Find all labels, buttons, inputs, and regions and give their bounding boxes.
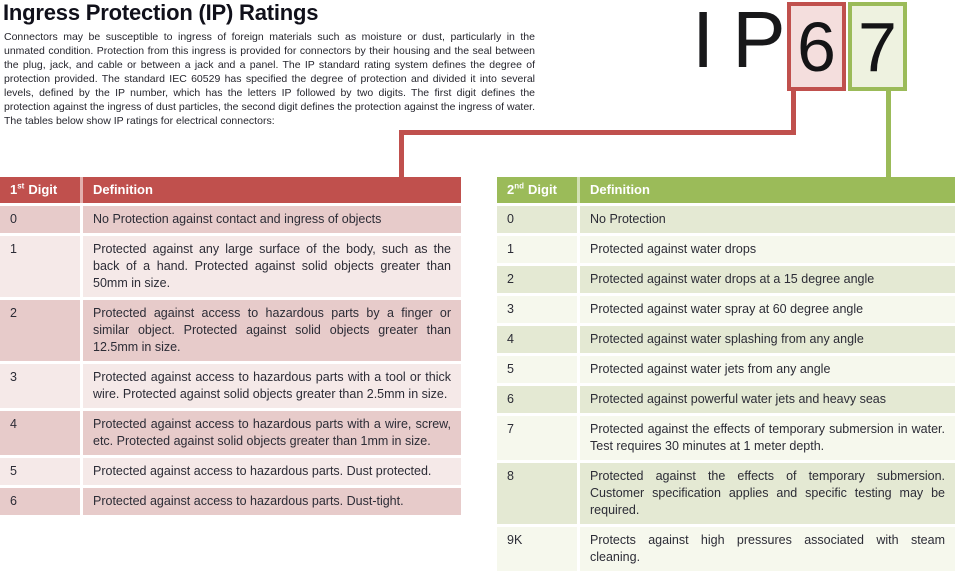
ip-prefix-text: IP [692, 0, 804, 84]
table-row: 4 Protected against access to hazardous p… [0, 411, 461, 455]
table-row: 2 Protected against water drops at a 15 d… [497, 266, 955, 293]
first-digit-value: 6 [797, 7, 836, 86]
definition-cell: Protected against the effects of tempora… [580, 463, 955, 524]
definition-cell: Protected against powerful water jets an… [580, 386, 955, 413]
second-digit-value: 7 [858, 7, 897, 86]
header-digit-word: Digit [528, 182, 557, 197]
second-definition-header-cell: Definition [580, 177, 955, 203]
digit-cell: 7 [497, 416, 580, 460]
header-digit-suffix: st [17, 181, 25, 191]
table-row: 1 Protected against any large surface of … [0, 236, 461, 297]
digit-cell: 3 [0, 364, 83, 408]
digit-cell: 2 [0, 300, 83, 361]
definition-cell: Protects against high pressures associat… [580, 527, 955, 571]
second-digit-table: 2nd Digit Definition 0 No Protection 1 Prot… [497, 174, 955, 574]
definition-cell: No Protection against contact and ingres… [83, 206, 461, 233]
header-digit-number: 2 [507, 182, 515, 197]
digit-cell: 1 [0, 236, 83, 297]
digit-cell: 5 [497, 356, 580, 383]
table-row: 8 Protected against the effects of tempor… [497, 463, 955, 524]
digit-cell: 3 [497, 296, 580, 323]
red-connector-line-vertical-bottom [399, 130, 404, 177]
second-digit-header-cell: 2nd Digit [497, 177, 580, 203]
table-row: 6 Protected against powerful water jets a… [497, 386, 955, 413]
table-row: 0 No Protection against contact and ingre… [0, 206, 461, 233]
first-digit-header-cell: 1st Digit [0, 177, 83, 203]
definition-cell: Protected against access to hazardous pa… [83, 300, 461, 361]
second-digit-box: 7 [848, 2, 907, 91]
definition-cell: Protected against water spray at 60 degr… [580, 296, 955, 323]
digit-cell: 6 [0, 488, 83, 515]
table-row: 7 Protected against the effects of tempor… [497, 416, 955, 460]
header-digit-suffix: nd [514, 181, 525, 191]
table-row: 5 Protected against water jets from any a… [497, 356, 955, 383]
table-row: 5 Protected against access to hazardous p… [0, 458, 461, 485]
red-connector-line-horizontal [399, 130, 796, 135]
table-row: 3 Protected against access to hazardous p… [0, 364, 461, 408]
table-row: 6 Protected against access to hazardous p… [0, 488, 461, 515]
digit-cell: 0 [0, 206, 83, 233]
header-digit-number: 1 [10, 182, 18, 197]
intro-paragraph: Connectors may be susceptible to ingress… [4, 31, 535, 127]
first-digit-table: 1st Digit Definition 0 No Protection again… [0, 174, 461, 518]
first-digit-table-header-row: 1st Digit Definition [0, 177, 461, 203]
table-row: 4 Protected against water splashing from … [497, 326, 955, 353]
digit-cell: 1 [497, 236, 580, 263]
definition-cell: Protected against access to hazardous pa… [83, 488, 461, 515]
definition-cell: Protected against access to hazardous pa… [83, 411, 461, 455]
table-row: 1 Protected against water drops [497, 236, 955, 263]
digit-cell: 0 [497, 206, 580, 233]
first-digit-box: 6 [787, 2, 846, 91]
definition-cell: Protected against water drops [580, 236, 955, 263]
table-row: 9K Protects against high pressures associ… [497, 527, 955, 571]
definition-cell: Protected against any large surface of t… [83, 236, 461, 297]
definition-cell: Protected against access to hazardous pa… [83, 458, 461, 485]
definition-cell: Protected against water drops at a 15 de… [580, 266, 955, 293]
digit-cell: 9K [497, 527, 580, 571]
digit-cell: 8 [497, 463, 580, 524]
second-digit-table-header-row: 2nd Digit Definition [497, 177, 955, 203]
definition-cell: Protected against access to hazardous pa… [83, 364, 461, 408]
definition-cell: No Protection [580, 206, 955, 233]
digit-cell: 2 [497, 266, 580, 293]
table-row: 0 No Protection [497, 206, 955, 233]
digit-cell: 4 [497, 326, 580, 353]
green-connector-line-vertical [886, 90, 891, 177]
table-row: 3 Protected against water spray at 60 deg… [497, 296, 955, 323]
definition-cell: Protected against water splashing from a… [580, 326, 955, 353]
digit-cell: 6 [497, 386, 580, 413]
digit-cell: 4 [0, 411, 83, 455]
table-row: 2 Protected against access to hazardous p… [0, 300, 461, 361]
header-digit-word: Digit [28, 182, 58, 197]
definition-cell: Protected against water jets from any an… [580, 356, 955, 383]
definition-cell: Protected against the effects of tempora… [580, 416, 955, 460]
red-connector-line-vertical-top [791, 90, 796, 135]
digit-cell: 5 [0, 458, 83, 485]
page-title: Ingress Protection (IP) Ratings [3, 0, 319, 25]
first-definition-header-cell: Definition [83, 177, 461, 203]
